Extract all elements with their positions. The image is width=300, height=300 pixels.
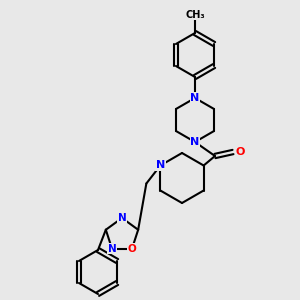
Text: O: O: [235, 147, 245, 157]
Text: N: N: [190, 137, 200, 147]
Text: N: N: [108, 244, 116, 254]
Text: N: N: [118, 213, 126, 223]
Text: N: N: [190, 93, 200, 103]
Text: O: O: [128, 244, 136, 254]
Text: CH₃: CH₃: [185, 10, 205, 20]
Text: N: N: [156, 160, 165, 170]
